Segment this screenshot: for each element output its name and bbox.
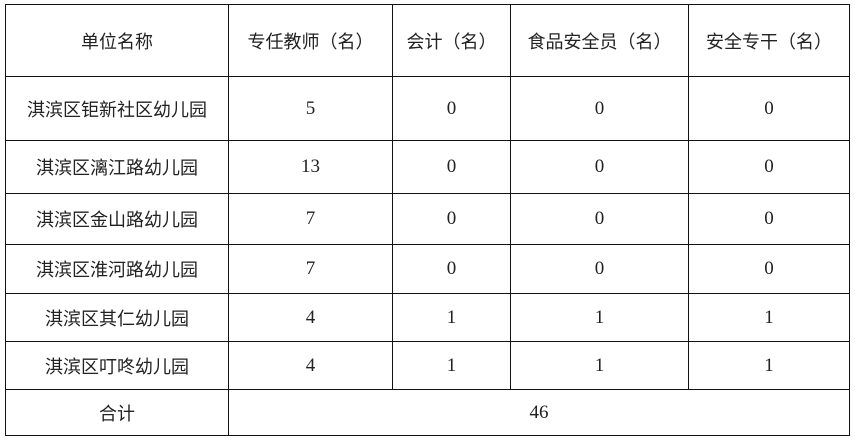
- header-cell: 安全专干（名）: [688, 4, 850, 77]
- count-cell: 0: [688, 140, 850, 194]
- header-cell: 食品安全员（名）: [510, 4, 689, 77]
- unit-name-cell: 淇滨区淮河路幼儿园: [5, 244, 229, 294]
- count-cell: 7: [228, 244, 393, 294]
- count-cell: 0: [688, 244, 850, 294]
- count-cell: 1: [510, 293, 689, 342]
- count-cell: 5: [228, 76, 393, 141]
- table-row: 淇滨区漓江路幼儿园 13 0 0 0: [5, 140, 850, 194]
- count-cell: 1: [688, 341, 850, 390]
- table-row: 淇滨区其仁幼儿园 4 1 1 1: [5, 293, 850, 342]
- count-cell: 0: [510, 140, 689, 194]
- count-cell: 4: [228, 293, 393, 342]
- count-cell: 0: [688, 193, 850, 245]
- total-label: 合计: [5, 389, 229, 436]
- count-cell: 0: [510, 76, 689, 141]
- header-cell: 会计（名）: [392, 4, 511, 77]
- count-cell: 4: [228, 341, 393, 390]
- unit-name-cell: 淇滨区其仁幼儿园: [5, 293, 229, 342]
- count-cell: 0: [392, 140, 511, 194]
- count-cell: 7: [228, 193, 393, 245]
- unit-name-cell: 淇滨区金山路幼儿园: [5, 193, 229, 245]
- header-cell: 单位名称: [5, 4, 229, 77]
- staff-table: 单位名称 专任教师（名） 会计（名） 食品安全员（名） 安全专干（名） 淇滨区钜…: [5, 4, 850, 436]
- count-cell: 0: [510, 244, 689, 294]
- count-cell: 0: [392, 76, 511, 141]
- count-cell: 1: [510, 341, 689, 390]
- count-cell: 0: [392, 244, 511, 294]
- header-cell: 专任教师（名）: [228, 4, 393, 77]
- table-row: 淇滨区淮河路幼儿园 7 0 0 0: [5, 244, 850, 294]
- header-row: 单位名称 专任教师（名） 会计（名） 食品安全员（名） 安全专干（名）: [5, 4, 850, 77]
- count-cell: 1: [392, 293, 511, 342]
- count-cell: 13: [228, 140, 393, 194]
- count-cell: 1: [688, 293, 850, 342]
- count-cell: 1: [392, 341, 511, 390]
- table-row: 淇滨区金山路幼儿园 7 0 0 0: [5, 193, 850, 245]
- total-value: 46: [228, 389, 850, 436]
- unit-name-cell: 淇滨区叮咚幼儿园: [5, 341, 229, 390]
- count-cell: 0: [392, 193, 511, 245]
- table-row: 淇滨区叮咚幼儿园 4 1 1 1: [5, 341, 850, 390]
- table-row: 淇滨区钜新社区幼儿园 5 0 0 0: [5, 76, 850, 141]
- count-cell: 0: [510, 193, 689, 245]
- unit-name-cell: 淇滨区漓江路幼儿园: [5, 140, 229, 194]
- total-row: 合计 46: [5, 389, 850, 436]
- count-cell: 0: [688, 76, 850, 141]
- unit-name-cell: 淇滨区钜新社区幼儿园: [5, 76, 229, 141]
